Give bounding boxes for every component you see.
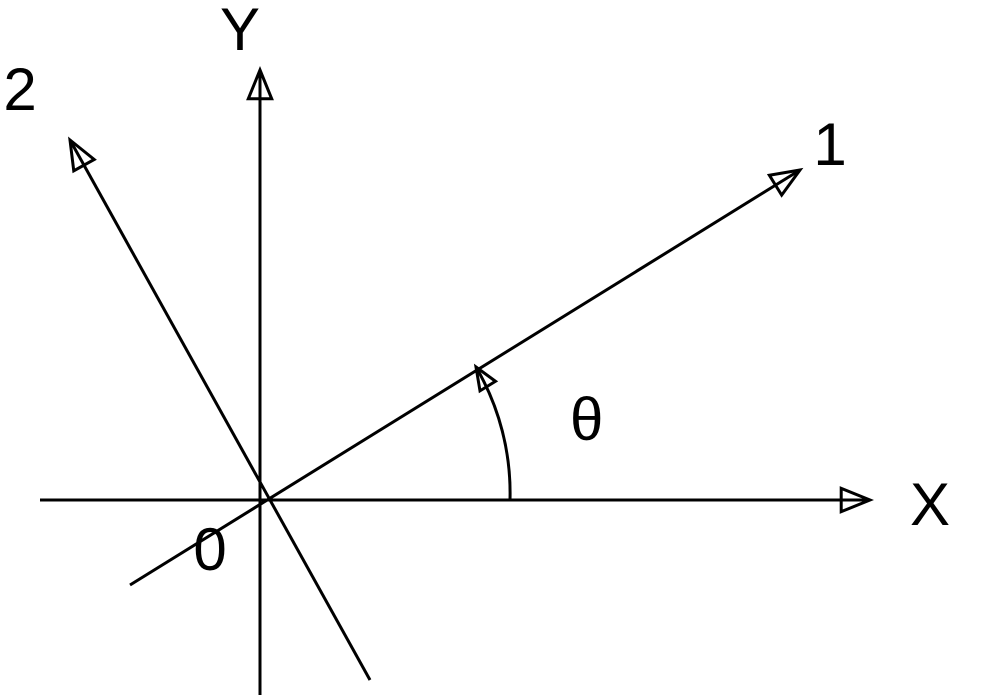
ray-1-label: 1 [813,111,846,178]
coordinate-diagram: X Y 1 2 θ 0 [0,0,1000,695]
origin-label: 0 [193,516,226,583]
y-axis-label: Y [220,0,260,63]
ray-2-label: 2 [3,56,36,123]
x-axis-label: X [910,471,950,538]
angle-arrowhead [476,367,495,391]
ray-1-arrowhead [769,170,800,195]
y-axis: Y [220,0,272,695]
ray-1: 1 [130,111,847,585]
ray-2-arrowhead [70,140,94,171]
angle-marker: θ [476,367,603,500]
angle-label: θ [570,386,603,453]
x-axis: X [40,471,950,538]
ray-2: 2 [3,56,370,680]
